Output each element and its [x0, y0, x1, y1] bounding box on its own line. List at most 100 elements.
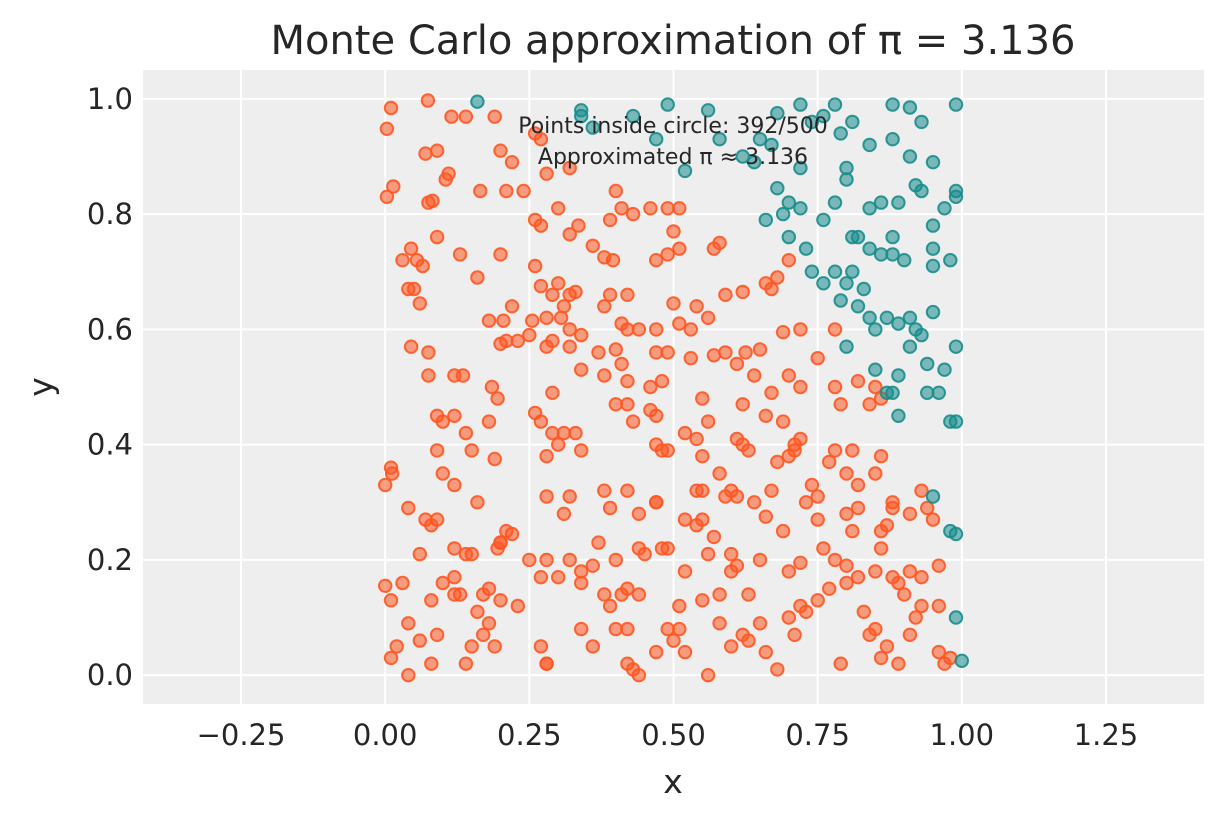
point-inside-circle: [764, 137, 779, 153]
point-outside-circle: [533, 639, 549, 654]
point-outside-circle: [608, 621, 623, 637]
point-outside-circle: [660, 621, 675, 637]
point-outside-circle: [533, 570, 549, 585]
point-inside-circle: [891, 368, 906, 383]
point-outside-circle: [943, 650, 958, 666]
point-outside-circle: [654, 374, 670, 389]
x-tick-labels: −0.25 0.00 0.25 0.50 0.75 1.00 1.25: [197, 718, 1139, 752]
point-outside-circle: [504, 155, 520, 170]
point-outside-circle: [401, 616, 416, 631]
point-inside-circle: [781, 195, 796, 210]
point-outside-circle: [764, 281, 779, 297]
point-outside-circle: [741, 443, 756, 458]
point-inside-circle: [902, 149, 918, 164]
point-outside-circle: [533, 278, 549, 294]
point-outside-circle: [798, 604, 814, 619]
point-outside-circle: [873, 523, 889, 539]
point-outside-circle: [608, 183, 623, 199]
point-outside-circle: [421, 345, 436, 360]
point-outside-circle: [931, 558, 946, 573]
point-outside-circle: [700, 546, 716, 562]
point-outside-circle: [677, 564, 693, 579]
point-outside-circle: [493, 143, 508, 158]
point-outside-circle: [695, 449, 710, 464]
point-outside-circle: [712, 466, 727, 481]
point-outside-circle: [793, 555, 808, 570]
point-outside-circle: [574, 575, 589, 591]
point-outside-circle: [845, 523, 860, 539]
y-tick-label: 0.4: [87, 428, 133, 462]
point-inside-circle: [902, 310, 918, 325]
point-outside-circle: [447, 477, 462, 493]
point-outside-circle: [504, 299, 520, 314]
point-outside-circle: [562, 339, 577, 354]
point-inside-circle: [891, 195, 906, 210]
point-inside-circle: [868, 362, 883, 377]
point-outside-circle: [487, 451, 502, 467]
point-outside-circle: [429, 229, 445, 245]
point-inside-circle: [856, 281, 871, 297]
point-outside-circle: [747, 495, 762, 510]
point-outside-circle: [496, 313, 511, 328]
point-outside-circle: [562, 552, 577, 568]
point-outside-circle: [631, 322, 647, 337]
point-inside-circle: [891, 316, 906, 331]
point-outside-circle: [672, 241, 687, 256]
point-outside-circle: [379, 189, 395, 205]
point-outside-circle: [620, 287, 635, 302]
point-outside-circle: [562, 160, 577, 176]
y-axis-label: y: [21, 377, 60, 397]
point-outside-circle: [435, 575, 450, 591]
point-outside-circle: [464, 639, 479, 654]
point-outside-circle: [608, 397, 623, 412]
point-inside-circle: [879, 310, 895, 325]
point-outside-circle: [620, 621, 635, 637]
point-outside-circle: [545, 385, 560, 400]
point-inside-circle: [948, 610, 964, 625]
point-outside-circle: [574, 564, 589, 579]
point-outside-circle: [395, 575, 410, 591]
chart-title: Monte Carlo approximation of π = 3.136: [270, 18, 1075, 64]
point-outside-circle: [902, 564, 918, 579]
point-inside-circle: [902, 339, 918, 354]
point-outside-circle: [908, 610, 923, 625]
point-outside-circle: [700, 414, 716, 429]
point-outside-circle: [649, 495, 664, 510]
point-outside-circle: [868, 379, 883, 395]
point-outside-circle: [850, 477, 866, 493]
point-inside-circle: [885, 247, 900, 262]
point-outside-circle: [424, 593, 439, 608]
point-inside-circle: [470, 94, 485, 109]
point-outside-circle: [556, 425, 572, 441]
point-outside-circle: [712, 587, 727, 602]
point-outside-circle: [775, 325, 791, 340]
point-outside-circle: [458, 109, 474, 124]
point-outside-circle: [712, 235, 727, 251]
point-outside-circle: [539, 656, 554, 671]
x-tick-label: 0.75: [785, 718, 850, 752]
point-outside-circle: [418, 146, 433, 161]
point-outside-circle: [798, 495, 814, 510]
point-outside-circle: [470, 270, 485, 285]
point-outside-circle: [660, 345, 675, 360]
point-outside-circle: [510, 598, 525, 614]
point-outside-circle: [585, 639, 600, 654]
point-outside-circle: [810, 351, 825, 366]
point-inside-circle: [948, 339, 964, 354]
point-outside-circle: [677, 644, 693, 660]
point-outside-circle: [666, 633, 681, 648]
point-outside-circle: [562, 322, 577, 337]
point-outside-circle: [695, 391, 710, 406]
point-outside-circle: [383, 650, 399, 666]
point-outside-circle: [470, 604, 485, 619]
point-outside-circle: [429, 627, 445, 642]
point-outside-circle: [574, 362, 589, 377]
point-outside-circle: [420, 93, 436, 108]
point-outside-circle: [620, 483, 635, 498]
point-inside-circle: [943, 253, 958, 268]
point-inside-circle: [897, 253, 912, 268]
point-inside-circle: [752, 132, 768, 147]
point-inside-circle: [937, 362, 952, 377]
y-tick-label: 0.8: [87, 197, 133, 231]
